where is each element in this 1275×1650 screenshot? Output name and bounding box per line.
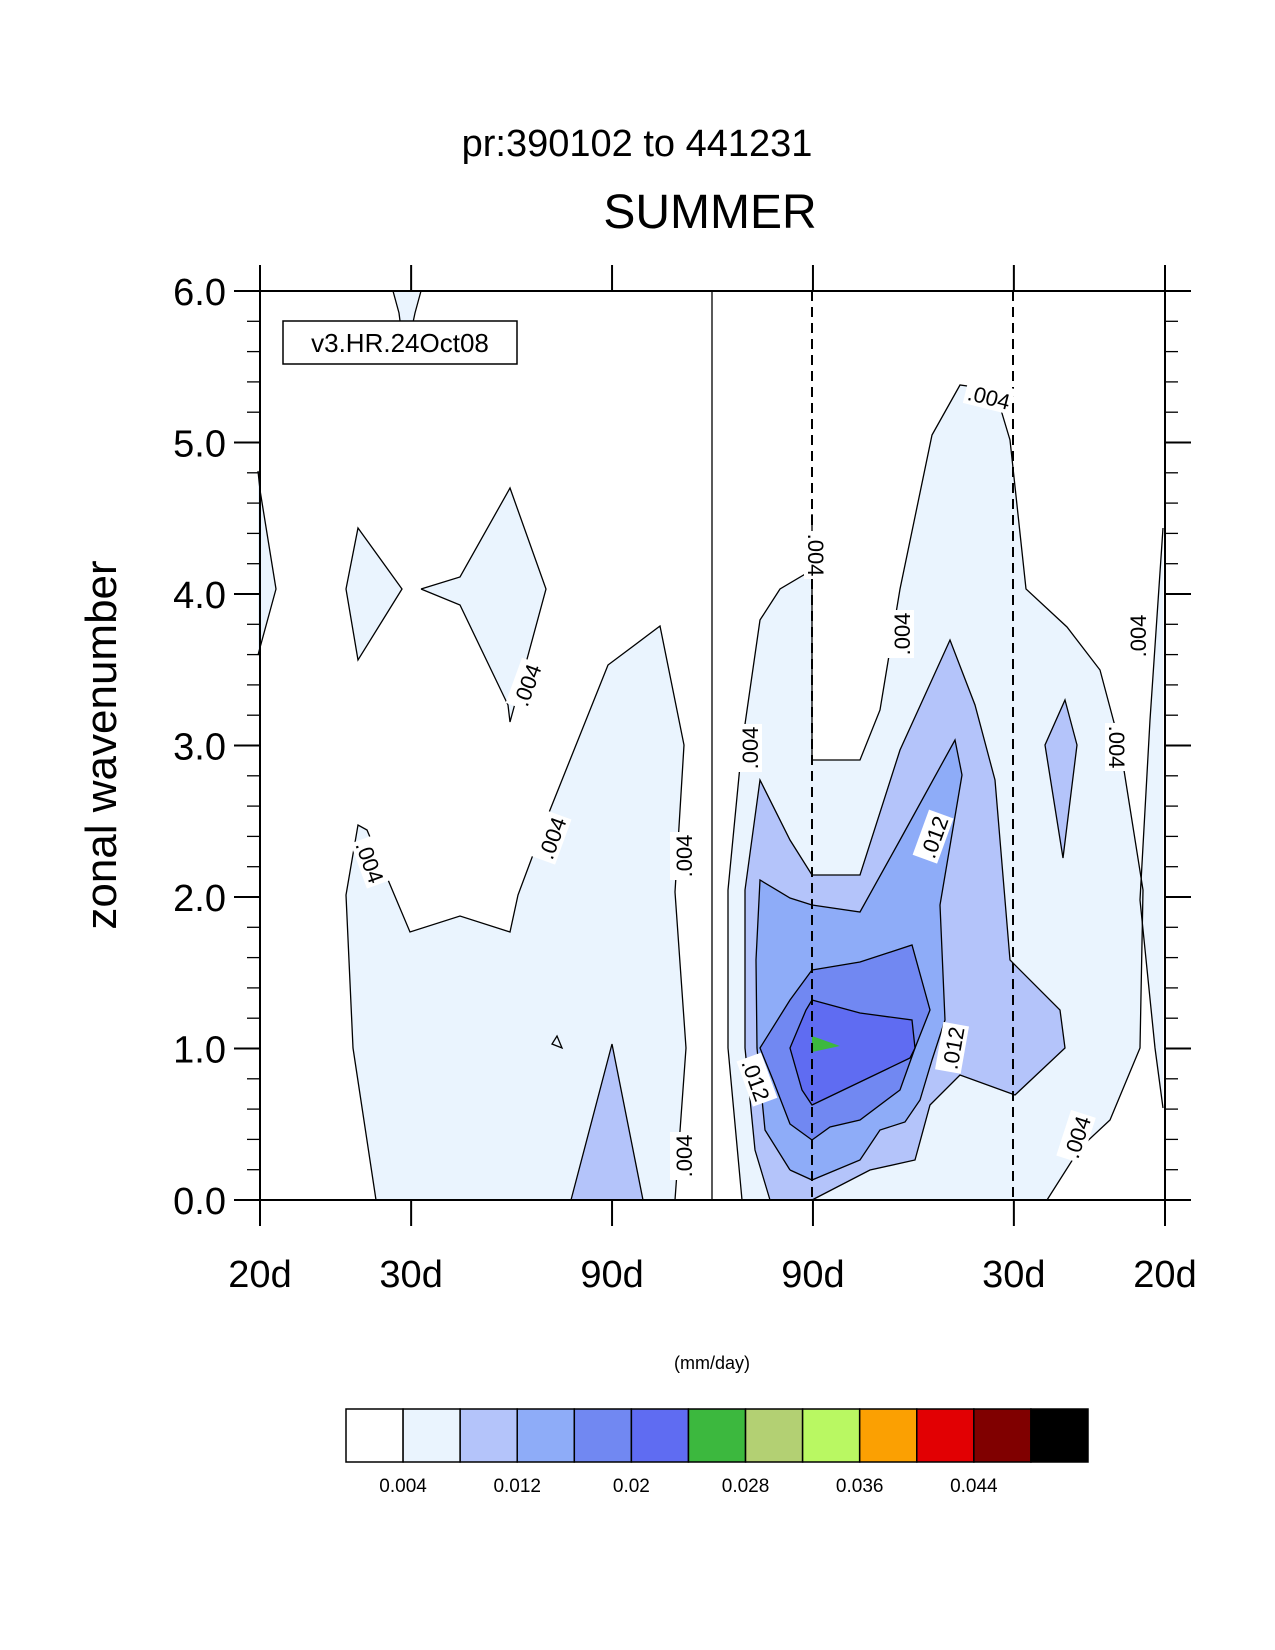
colorbar-swatch [345, 1408, 404, 1463]
contour-line-tiny [551, 1034, 564, 1050]
contour-label: .004 [736, 724, 763, 772]
chart-title: SUMMER [603, 186, 816, 239]
region-004-diamond-b [421, 488, 546, 722]
colorbar-swatch [402, 1408, 461, 1463]
y-tick-label: 4.0 [173, 575, 226, 617]
contour-label-bg [350, 834, 392, 889]
contour-line-012-small [1044, 698, 1078, 859]
colorbar-label: 0.004 [379, 1476, 427, 1497]
plot-area: .004.004.004.004.004.004.004.004.004.004… [257, 290, 1166, 1201]
contour-label-bg [670, 1132, 696, 1180]
x-tick-label: 20d [228, 1254, 291, 1296]
x-tick-label: 20d [1133, 1254, 1196, 1296]
region-004-left-main [346, 626, 686, 1200]
chart-subtitle: pr:390102 to 441231 [462, 123, 813, 165]
colorbar-swatch [687, 1408, 747, 1463]
contour-label-bg [670, 832, 696, 880]
contour-label-bg [962, 377, 1016, 415]
x-tick-label: 90d [781, 1254, 844, 1296]
contour-label-bg [804, 531, 830, 579]
colorbar-label: 0.028 [722, 1476, 770, 1497]
contour-label-text: .004 [672, 835, 697, 878]
contour-label-bg [935, 1021, 969, 1074]
region-004-right-edge [1140, 528, 1163, 1108]
contour-line-024-right [789, 999, 916, 1106]
contour-line-016-right [755, 738, 963, 1181]
contour-label-text: .004 [890, 613, 915, 656]
contour-label: .004 [1124, 612, 1151, 660]
x-tick-label: 90d [580, 1254, 643, 1296]
colorbar-swatch [801, 1408, 861, 1463]
contour-label-bg [888, 610, 914, 658]
contour-line-left-spike [570, 1043, 644, 1201]
contour-label-text: .004 [738, 727, 763, 770]
contour-fills [258, 291, 1163, 1200]
contour-line-right-edge [1139, 527, 1164, 1109]
region-004-left-edge [258, 471, 276, 655]
colorbar-swatch [630, 1408, 690, 1463]
colorbar-swatch [573, 1408, 633, 1463]
y-tick-label: 1.0 [173, 1030, 226, 1072]
contour-label: .004 [670, 832, 697, 880]
y-tick-label: 5.0 [173, 424, 226, 466]
units-label: (mm/day) [674, 1353, 750, 1373]
axes: 0.0 1.0 2.0 3.0 4.0 5.0 6.0 20d 30d 90d 90d 30d 20d [173, 265, 1197, 1296]
y-tick-label: 6.0 [173, 272, 226, 314]
y-tick-label: 2.0 [173, 878, 226, 920]
x-tick-label: 30d [379, 1254, 442, 1296]
contour-line-left-main [345, 624, 687, 1201]
y-tick-label: 3.0 [173, 727, 226, 769]
colorbar-label: 0.02 [613, 1476, 650, 1497]
contour-label-text: .004 [803, 534, 828, 577]
colorbar-swatch [858, 1408, 918, 1463]
run-label: v3.HR.24Oct08 [311, 328, 489, 358]
contour-label-text: .004 [1104, 726, 1129, 769]
contour-line-diamond-b [420, 486, 547, 723]
colorbar-label: 0.044 [950, 1476, 998, 1497]
contour-line-diamond-a [345, 526, 403, 662]
colorbar-swatch [1030, 1408, 1089, 1463]
run-label-box [282, 320, 518, 365]
colorbar-swatch [916, 1408, 975, 1463]
contour-line-020-right [759, 944, 931, 1141]
colorbar-label: 0.012 [493, 1476, 541, 1497]
region-012-right-small [1045, 700, 1077, 858]
colorbar-swatch [516, 1408, 576, 1463]
contour-label-bg [736, 1052, 778, 1107]
contour-label-bg [530, 810, 572, 865]
contour-lines [257, 290, 1164, 1201]
y-tick-label: 0.0 [173, 1181, 226, 1223]
contour-label: .004 [803, 531, 830, 579]
region-012-left-spike [571, 1044, 643, 1200]
contour-label-bg [1056, 1109, 1096, 1164]
contour-label-bg [505, 657, 547, 712]
region-024-right [790, 1000, 915, 1105]
contour-label-bg [1105, 723, 1131, 771]
x-tick-label: 30d [982, 1254, 1045, 1296]
contour-label-bg [1124, 612, 1150, 660]
contour-label-text: .004 [1126, 615, 1151, 658]
colorbar-swatch [973, 1408, 1032, 1463]
contour-line-012-right [744, 638, 1066, 1201]
region-028-peak [812, 1036, 840, 1052]
contour-label: .004 [888, 610, 915, 658]
colorbar-label: 0.036 [836, 1476, 884, 1497]
colorbar: 0.004 0.012 0.02 0.028 0.036 0.044 [345, 1408, 1089, 1497]
region-004-diamond-a [346, 528, 402, 660]
contour-label: .004 [1104, 723, 1131, 771]
colorbar-swatch [459, 1408, 518, 1463]
contour-label-bg [912, 809, 954, 864]
y-axis-label: zonal wavenumber [77, 560, 126, 929]
colorbar-swatch [744, 1408, 804, 1463]
contour-line-right-main [727, 384, 1144, 1201]
contour-label-text: .004 [672, 1135, 697, 1178]
contour-label: .004 [670, 1132, 697, 1180]
contour-label-bg [736, 724, 762, 772]
